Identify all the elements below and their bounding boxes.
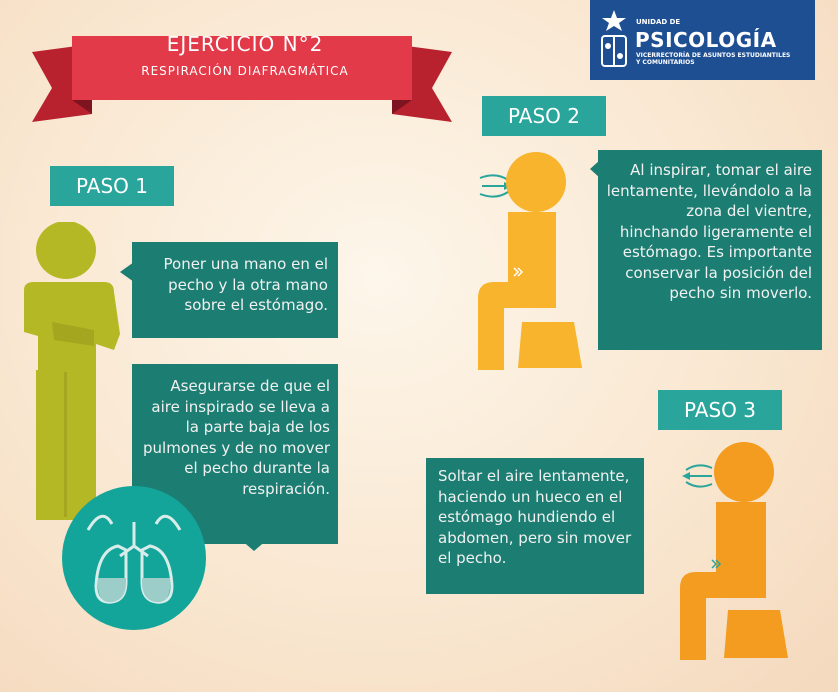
step-3-instruction: Soltar el aire lentamente, haciendo un h… [426, 458, 644, 594]
psicologia-logo: UNIDAD DE PSICOLOGÍA VICERRECTORÍA DE AS… [590, 0, 815, 80]
step-2-label: PASO 2 [482, 96, 606, 136]
step-1-label: PASO 1 [50, 166, 174, 206]
step-2-instruction: Al inspirar, tomar el aire lentamente, l… [598, 150, 822, 350]
page-title: EJERCICIO N°2 [166, 32, 324, 56]
speech-pointer-icon [240, 539, 268, 551]
step-1-instruction-2: Asegurarse de que el aire inspirado se l… [132, 364, 338, 544]
step-3-label: PASO 3 [658, 390, 782, 430]
sitting-person-exhale-icon [680, 442, 788, 660]
sitting-person-inhale-icon [478, 152, 582, 370]
university-crest-icon [601, 10, 627, 67]
page-subtitle: RESPIRACIÓN DIAFRAGMÁTICA [141, 64, 349, 78]
title-ribbon [32, 36, 452, 122]
logo-subtitle: VICERRECTORÍA DE ASUNTOS ESTUDIANTILES Y… [636, 52, 811, 66]
logo-name-text: PSICOLOGÍA [635, 28, 777, 52]
speech-pointer-icon [590, 160, 600, 178]
lungs-icon [62, 486, 206, 630]
logo-unit-text: UNIDAD DE [636, 18, 681, 26]
standing-person-icon [24, 222, 120, 520]
speech-pointer-icon [120, 262, 134, 282]
logo-subline-2: Y COMUNITARIOS [636, 59, 695, 66]
logo-subline-1: VICERRECTORÍA DE ASUNTOS ESTUDIANTILES [636, 52, 791, 59]
step-1-instruction-1: Poner una mano en el pecho y la otra man… [132, 242, 338, 338]
